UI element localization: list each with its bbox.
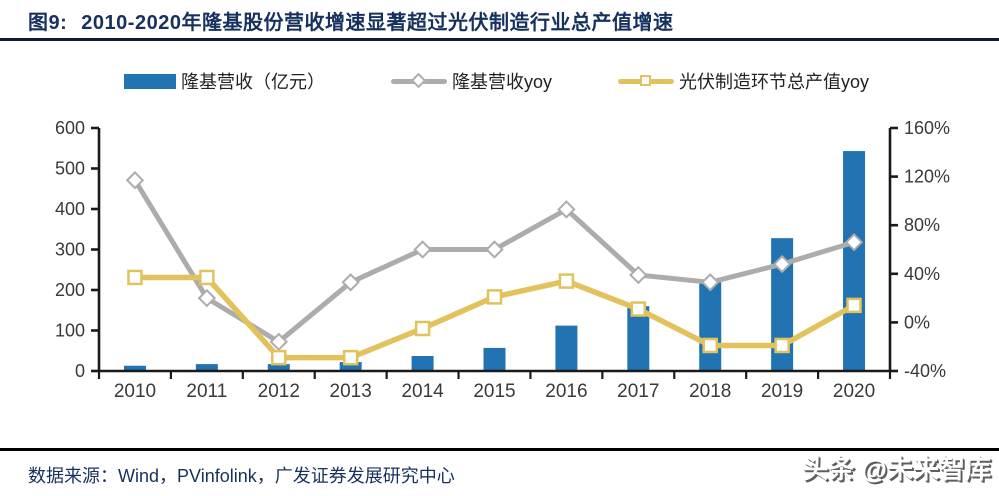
- square-marker-icon: [486, 289, 503, 305]
- bar-2016: [555, 325, 578, 371]
- bar-2015: [483, 347, 506, 371]
- x-axis-label: 2019: [761, 381, 803, 402]
- x-axis-label: 2016: [545, 381, 587, 402]
- x-axis-label: 2011: [186, 381, 227, 402]
- square-marker-icon: [199, 269, 215, 286]
- diamond-marker-icon: [125, 171, 145, 190]
- left-axis-tick: 100: [55, 321, 85, 341]
- bar-2017: [627, 306, 650, 371]
- diamond-marker-icon: [629, 265, 648, 285]
- chart-canvas: 0 100 200 300 400 500 600 -40% 0% 40% 80% 120% 160% 2…: [55, 118, 950, 402]
- square-marker-icon: [414, 320, 431, 337]
- square-marker-icon: [774, 337, 790, 354]
- diamond-marker-icon: [197, 288, 217, 308]
- data-source-note: 数据来源：Wind，PVinfolink，广发证券发展研究中心: [28, 466, 455, 486]
- gray-line-diamond-swatch-icon: [391, 72, 447, 89]
- x-axis-label: 2020: [833, 381, 875, 402]
- right-axis-tick: 80%: [904, 215, 940, 235]
- x-axis-label: 2018: [689, 381, 731, 402]
- left-axis-tick: 300: [55, 240, 85, 260]
- square-marker-icon: [127, 269, 143, 286]
- legend-label: 隆基营收yoy: [452, 72, 553, 92]
- bar-2011: [195, 364, 218, 371]
- diamond-marker-icon: [485, 240, 504, 259]
- footer-divider: [0, 448, 999, 451]
- left-axis-tick: 400: [55, 199, 85, 219]
- left-axis-tick: 0: [75, 361, 85, 381]
- diamond-marker-icon: [844, 233, 864, 252]
- square-marker-icon: [630, 301, 647, 317]
- left-axis-tick: 200: [55, 280, 85, 300]
- diamond-marker-icon: [341, 273, 360, 292]
- diamond-marker-icon: [772, 254, 792, 274]
- square-marker-icon: [271, 349, 287, 366]
- x-axis-label: 2013: [330, 381, 372, 402]
- legend-label: 隆基营收（亿元）: [181, 72, 325, 92]
- watermark: 头条 @未来智库: [802, 454, 991, 484]
- legend-item-longi-yoy: 隆基营收yoy: [391, 68, 552, 94]
- legend-item-revenue: 隆基营收（亿元）: [124, 68, 325, 94]
- bar-2012: [267, 364, 290, 371]
- right-axis-tick: 160%: [904, 118, 950, 138]
- diamond-marker-icon: [413, 240, 432, 259]
- diamond-marker-icon: [269, 332, 288, 352]
- square-marker-icon: [702, 337, 718, 354]
- diamond-marker-icon: [410, 72, 427, 89]
- figure-number: 图9:: [28, 12, 68, 34]
- x-axis-label: 2012: [258, 381, 300, 402]
- x-axis-label: 2014: [401, 381, 444, 402]
- chart-area: 0 100 200 300 400 500 600 -40% 0% 40% 80% 120% 160% 2…: [0, 100, 999, 435]
- title-divider: [0, 38, 999, 41]
- bar-2013: [339, 362, 362, 371]
- x-axis-label: 2017: [617, 381, 659, 402]
- square-marker-icon: [558, 273, 575, 289]
- x-axis-label: 2015: [473, 381, 515, 402]
- bar-2014: [411, 356, 434, 371]
- x-axis-label: 2010: [114, 381, 156, 402]
- square-marker-icon: [640, 75, 652, 86]
- right-axis-tick: 40%: [904, 264, 940, 284]
- bar-2010: [123, 365, 146, 371]
- left-axis-tick: 500: [55, 159, 85, 179]
- legend-label: 光伏制造环节总产值yoy: [679, 72, 870, 92]
- bar-2020: [843, 151, 866, 371]
- bar-swatch-icon: [124, 73, 176, 89]
- figure-title-text: 2010-2020年隆基股份营收增速显著超过光伏制造行业总产值增速: [81, 12, 674, 34]
- square-marker-icon: [342, 349, 359, 366]
- left-axis-tick: 600: [55, 118, 85, 138]
- square-marker-icon: [846, 297, 862, 314]
- diamond-marker-icon: [557, 200, 576, 219]
- yellow-line-square-swatch-icon: [618, 73, 675, 89]
- right-axis-tick: 120%: [904, 167, 950, 187]
- bar-2018: [699, 281, 722, 371]
- diamond-marker-icon: [701, 273, 720, 292]
- right-axis-tick: -40%: [904, 361, 946, 381]
- chart-legend: 隆基营收（亿元） 隆基营收yoy 光伏制造环节总产值yoy: [124, 66, 869, 96]
- figure-title: 图9: 2010-2020年隆基股份营收增速显著超过光伏制造行业总产值增速: [28, 6, 673, 35]
- legend-item-pv-yoy: 光伏制造环节总产值yoy: [618, 68, 869, 94]
- right-axis-tick: 0%: [904, 312, 930, 332]
